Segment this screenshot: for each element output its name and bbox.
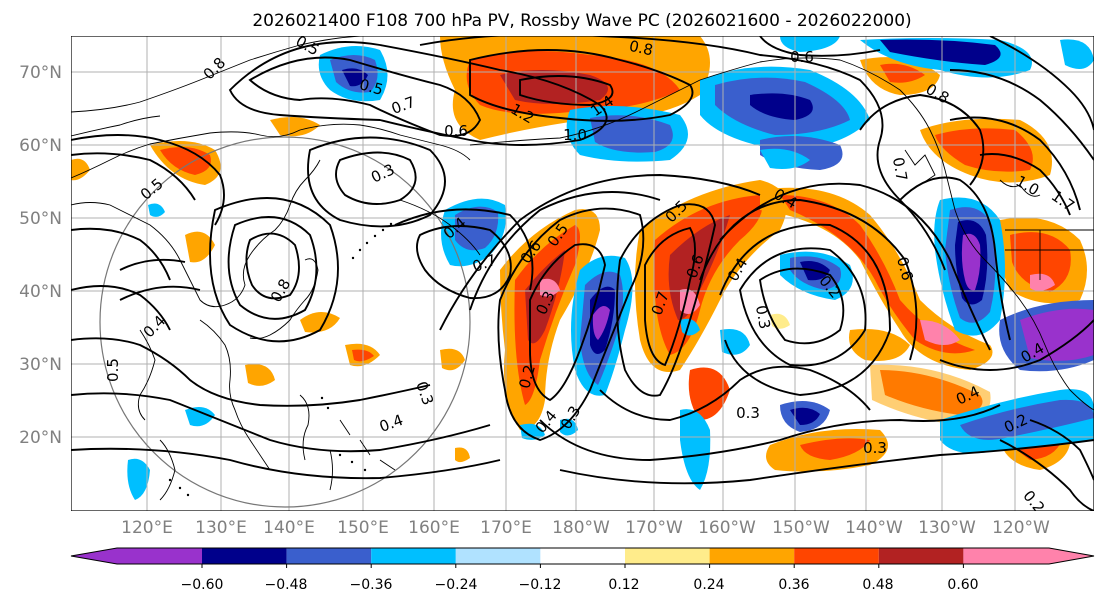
lat-label-70n: 70°N — [19, 63, 62, 83]
colorbar-tick-label: −0.48 — [265, 577, 308, 593]
contour-label: 0.5 — [104, 358, 122, 382]
contour-label: 0.2 — [515, 363, 539, 391]
colorbar-band — [202, 548, 287, 564]
lon-label: 130°E — [195, 518, 247, 538]
figure-title: 2026021400 F108 700 hPa PV, Rossby Wave … — [252, 11, 911, 31]
colorbar-band — [371, 548, 456, 564]
contour-label: 0.7 — [889, 156, 911, 183]
colorbar-tick-labels: −0.60 −0.48 −0.36 −0.24 −0.12 0.12 0.24 … — [181, 577, 979, 593]
colorbar-band — [540, 548, 625, 564]
colorbar-band — [709, 548, 795, 564]
colorbar-extend-max — [1049, 548, 1094, 564]
colorbar-band — [625, 548, 710, 564]
lon-label: 120°E — [121, 518, 173, 538]
lat-label-40n: 40°N — [19, 282, 62, 302]
colorbar-band — [794, 548, 879, 564]
colorbar-band — [963, 548, 1049, 564]
contour-label: 0.5 — [357, 75, 385, 99]
lat-label-20n: 20°N — [19, 428, 62, 448]
colorbar-outline — [70, 547, 1095, 565]
map-panel: 0.8 0.6 0.5 0.7 0.8 1.2 1.4 1.0 0.6 0.5 … — [71, 36, 1094, 511]
colorbar-band — [878, 548, 964, 564]
lon-label: 150°W — [772, 518, 830, 538]
lon-label: 140°W — [845, 518, 903, 538]
colorbar-band — [455, 548, 541, 564]
colorbar-tick-label: −0.36 — [350, 577, 393, 593]
lon-label: 180°W — [552, 518, 610, 538]
contour-label: 1.0 — [563, 126, 587, 144]
coastlines — [71, 36, 1094, 501]
contour-label: 0.8 — [627, 37, 654, 60]
lat-label-50n: 50°N — [19, 209, 62, 229]
colorbar-tick-label: 0.60 — [947, 577, 978, 593]
contour-label: 0.6 — [893, 255, 917, 283]
colorbar-tick-label: −0.24 — [435, 577, 478, 593]
colorbar-extend-min — [71, 548, 117, 564]
latitude-labels: 70°N 60°N 50°N 40°N 30°N 20°N — [19, 63, 62, 448]
pv-contours — [71, 36, 1094, 511]
colorbar — [70, 547, 1095, 568]
colorbar-tick-label: 0.48 — [862, 577, 893, 593]
lon-label: 120°W — [992, 518, 1050, 538]
contour-label: 0.6 — [444, 122, 468, 140]
colorbar-tick-label: 0.36 — [778, 577, 809, 593]
lat-label-30n: 30°N — [19, 355, 62, 375]
colorbar-tick-label: 0.24 — [693, 577, 724, 593]
lon-label: 170°E — [480, 518, 532, 538]
lon-label: 160°W — [698, 518, 756, 538]
colorbar-tick-label: −0.12 — [519, 577, 562, 593]
contour-label: 0.3 — [863, 439, 887, 457]
lon-label: 150°E — [337, 518, 389, 538]
contour-label: 0.6 — [790, 48, 814, 66]
colorbar-tick-label: −0.60 — [181, 577, 224, 593]
contour-label: 0.3 — [752, 304, 774, 331]
lon-label: 130°W — [918, 518, 976, 538]
colorbar-band — [117, 548, 202, 564]
lon-label: 170°W — [625, 518, 683, 538]
lon-label: 160°E — [408, 518, 460, 538]
longitude-labels: 120°E 130°E 140°E 150°E 160°E 170°E 180°… — [121, 518, 1050, 538]
lon-label: 140°E — [263, 518, 315, 538]
colorbar-tick-label: 0.12 — [608, 577, 639, 593]
island-marks — [168, 222, 393, 497]
reference-circle — [99, 136, 471, 508]
colorbar-band — [286, 548, 372, 564]
contour-label: 0.3 — [736, 404, 760, 422]
lat-label-60n: 60°N — [19, 136, 62, 156]
